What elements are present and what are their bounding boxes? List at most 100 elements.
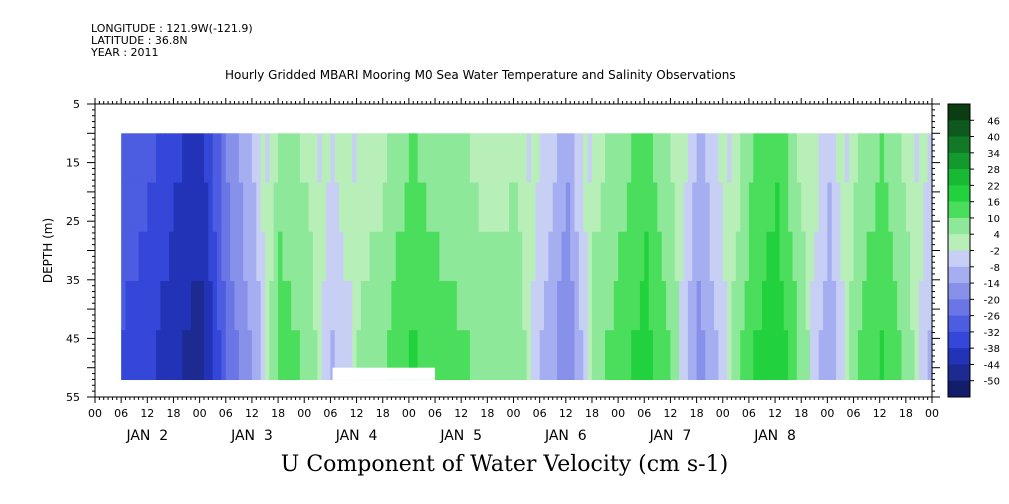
- heatmap-cell: [670, 330, 676, 381]
- heatmap-cell: [897, 280, 903, 331]
- heatmap-cell: [814, 182, 820, 233]
- heatmap-cell: [923, 231, 929, 282]
- heatmap-cell: [199, 330, 205, 381]
- heatmap-cell: [509, 231, 515, 282]
- heatmap-cell: [927, 133, 933, 184]
- heatmap-cell: [718, 133, 724, 184]
- heatmap-cell: [927, 182, 933, 233]
- heatmap-cell: [273, 133, 279, 184]
- heatmap-cell: [238, 280, 244, 331]
- heatmap-cell: [905, 280, 911, 331]
- heatmap-cell: [744, 330, 750, 381]
- heatmap-cell: [134, 231, 140, 282]
- heatmap-cell: [299, 133, 305, 184]
- heatmap-cell: [587, 330, 593, 381]
- heatmap-cell: [278, 280, 284, 331]
- heatmap-cell: [517, 133, 523, 184]
- heatmap-cell: [775, 231, 781, 282]
- heatmap-cell: [243, 280, 249, 331]
- heatmap-cell: [439, 330, 445, 381]
- heatmap-cell: [352, 133, 358, 184]
- heatmap-cell: [918, 330, 924, 381]
- heatmap-cell: [230, 330, 236, 381]
- heatmap-cell: [722, 133, 728, 184]
- heatmap-cell: [679, 231, 685, 282]
- heatmap-cell: [905, 182, 911, 233]
- heatmap-cell: [413, 182, 419, 233]
- colorbar-swatch: [948, 217, 970, 235]
- heatmap-cell: [391, 280, 397, 331]
- heatmap-cell: [217, 280, 223, 331]
- heatmap-cell: [482, 182, 488, 233]
- heatmap-cell: [339, 231, 345, 282]
- heatmap-cell: [234, 231, 240, 282]
- x-tick-label: 06: [637, 407, 651, 420]
- heatmap-cell: [129, 182, 135, 233]
- heatmap-cell: [334, 280, 340, 331]
- heatmap-cell: [666, 182, 672, 233]
- heatmap-cell: [600, 280, 606, 331]
- heatmap-cell: [705, 182, 711, 233]
- heatmap-cell: [866, 182, 872, 233]
- heatmap-cell: [360, 231, 366, 282]
- heatmap-cell: [653, 133, 658, 184]
- heatmap-cell: [374, 280, 379, 331]
- heatmap-cell: [914, 280, 920, 331]
- heatmap-cell: [866, 280, 872, 331]
- heatmap-cell: [142, 330, 148, 381]
- heatmap-cell: [151, 182, 157, 233]
- heatmap-cell: [805, 330, 811, 381]
- heatmap-cell: [456, 330, 462, 381]
- heatmap-cell: [256, 133, 262, 184]
- heatmap-cell: [430, 231, 436, 282]
- heatmap-cell: [840, 133, 846, 184]
- heatmap-cell: [722, 182, 728, 233]
- colorbar-label: 40: [987, 133, 1000, 144]
- heatmap-cell: [169, 231, 175, 282]
- heatmap-cell: [321, 133, 327, 184]
- heatmap-cell: [426, 133, 432, 184]
- heatmap-cell: [243, 182, 249, 233]
- heatmap-cell: [339, 330, 345, 381]
- heatmap-cell: [439, 280, 445, 331]
- heatmap-cell: [138, 280, 144, 331]
- x-tick-label: 06: [533, 407, 547, 420]
- colorbar-swatch: [948, 283, 970, 300]
- heatmap-cell: [156, 280, 161, 331]
- heatmap-cell: [304, 280, 310, 331]
- heatmap-cell: [330, 280, 336, 331]
- heatmap-cell: [408, 182, 414, 233]
- heatmap-cell: [286, 231, 292, 282]
- heatmap-cell: [770, 133, 776, 184]
- heatmap-cell: [182, 231, 188, 282]
- heatmap-cell: [862, 280, 868, 331]
- heatmap-cell: [347, 330, 353, 381]
- heatmap-cell: [840, 330, 846, 381]
- heatmap-cell: [884, 280, 890, 331]
- latitude-label: LATITUDE : 36.8N: [91, 34, 188, 47]
- x-tick-label: 18: [166, 407, 180, 420]
- heatmap-cell: [814, 231, 820, 282]
- heatmap-cell: [400, 231, 406, 282]
- heatmap-cell: [435, 133, 440, 184]
- heatmap-cell: [491, 280, 497, 331]
- x-tick-label: 12: [350, 407, 364, 420]
- heatmap-cell: [404, 280, 410, 331]
- heatmap-cell: [496, 182, 502, 233]
- heatmap-cell: [182, 133, 188, 184]
- heatmap-cell: [173, 231, 179, 282]
- heatmap-cell: [657, 330, 663, 381]
- heatmap-cell: [212, 133, 218, 184]
- heatmap-cell: [683, 280, 689, 331]
- heatmap-cell: [714, 133, 719, 184]
- heatmap-cell: [788, 133, 794, 184]
- heatmap-cell: [735, 330, 741, 381]
- heatmap-cell: [801, 133, 807, 184]
- heatmap-cell: [374, 133, 379, 184]
- heatmap-cell: [321, 182, 327, 233]
- heatmap-cell: [369, 280, 375, 331]
- heatmap-cell: [753, 133, 759, 184]
- heatmap-cell: [269, 330, 275, 381]
- colorbar-label: -38: [984, 344, 1000, 355]
- heatmap-cell: [605, 133, 611, 184]
